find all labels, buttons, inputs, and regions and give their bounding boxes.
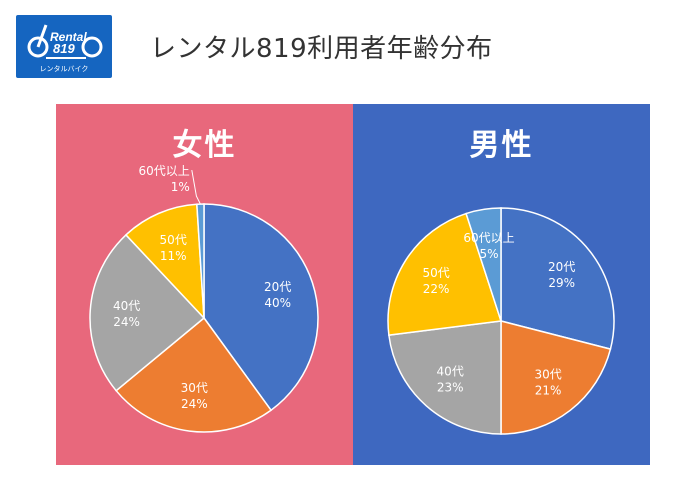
female-category-label-60s-plus: 60代以上 xyxy=(139,164,190,178)
male-slice-30s xyxy=(500,320,612,435)
female-category-label-30s: 30代 xyxy=(181,381,208,395)
svg-text:Rental: Rental xyxy=(50,30,87,44)
rental819-logo: Rental 819 レンタルバイク xyxy=(16,15,112,78)
female-leader-line-60s-plus xyxy=(191,170,201,205)
male-slice-40s xyxy=(388,320,502,435)
svg-text:レンタルバイク: レンタルバイク xyxy=(40,64,89,73)
female-value-label-20s: 40% xyxy=(264,296,291,310)
male-value-label-20s: 29% xyxy=(548,276,575,290)
female-slice-30s xyxy=(115,316,273,433)
female-panel: 女性 20代 40% 30代 24% 40代 24% 50代 11% 60代以上 1% xyxy=(56,104,353,465)
male-category-label-50s: 50代 xyxy=(422,266,449,280)
female-category-label-50s: 50代 xyxy=(160,233,187,247)
female-category-label-20s: 20代 xyxy=(264,280,291,294)
female-slice-40s xyxy=(89,233,206,392)
female-value-label-60s-plus: 1% xyxy=(171,180,190,194)
female-category-label-40s: 40代 xyxy=(113,299,140,313)
male-category-label-20s: 20代 xyxy=(548,260,575,274)
female-pie-chart: 20代 40% 30代 24% 40代 24% 50代 11% 60代以上 1% xyxy=(56,104,353,465)
female-value-label-40s: 24% xyxy=(113,315,140,329)
male-value-label-40s: 23% xyxy=(437,381,464,395)
male-category-label-30s: 30代 xyxy=(534,368,561,382)
male-slice-20s xyxy=(500,207,615,351)
svg-text:819: 819 xyxy=(53,41,75,56)
male-chart-title: 男性 xyxy=(469,128,534,163)
male-value-label-60s-plus: 5% xyxy=(479,247,498,261)
male-slice-60s-plus xyxy=(465,207,502,322)
male-panel: 男性 20代 29% 30代 21% 40代 23% 50代 22% 60代以上 5% xyxy=(353,104,650,465)
male-pie-chart: 20代 29% 30代 21% 40代 23% 50代 22% 60代以上 5% xyxy=(353,104,650,465)
page-title: レンタル819利用者年齢分布 xyxy=(150,34,493,64)
female-value-label-30s: 24% xyxy=(181,397,208,411)
male-value-label-50s: 22% xyxy=(423,282,450,296)
male-slice-50s xyxy=(387,212,502,336)
female-chart-title: 女性 xyxy=(172,128,237,163)
female-slice-20s xyxy=(203,203,319,412)
male-category-label-60s-plus: 60代以上 xyxy=(463,231,514,245)
female-slice-50s xyxy=(124,203,205,321)
male-value-label-30s: 21% xyxy=(535,384,562,398)
female-value-label-50s: 11% xyxy=(160,249,187,263)
male-category-label-40s: 40代 xyxy=(437,365,464,379)
